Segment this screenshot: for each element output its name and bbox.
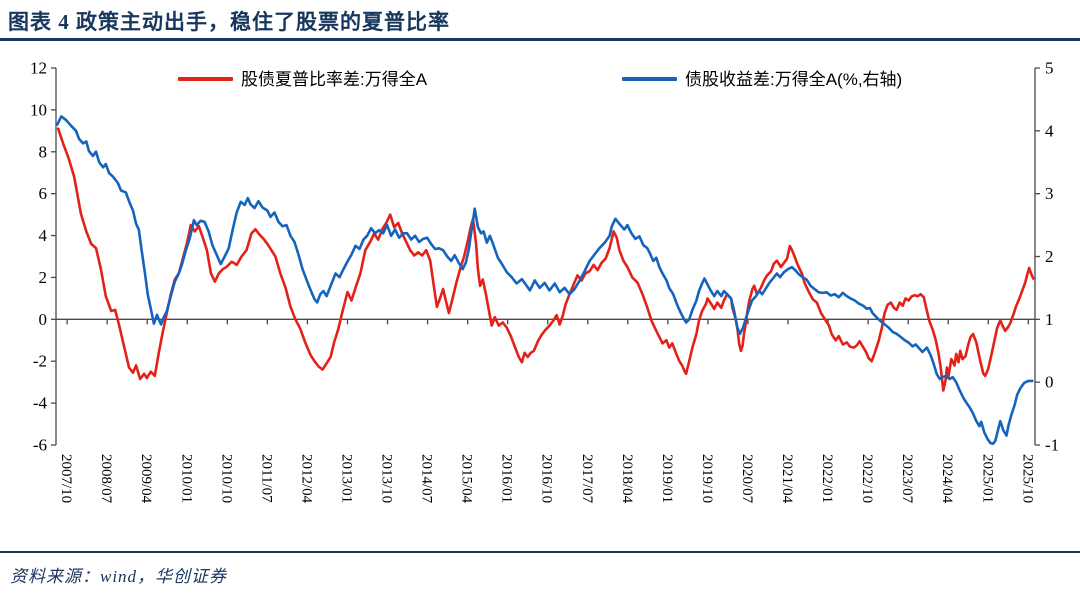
x-axis-tick-label: 2025/01	[979, 454, 995, 503]
red-line-swatch	[178, 76, 233, 82]
x-axis-tick-label: 2010/10	[218, 454, 234, 503]
right-axis-tick-label: 1	[1045, 310, 1054, 329]
left-axis-tick-label: 12	[30, 59, 47, 78]
left-axis-tick-label: -4	[33, 394, 48, 413]
x-axis-tick-label: 2016/10	[539, 454, 555, 503]
legend-item-sharpe-diff: 股债夏普比率差:万得全A	[178, 70, 427, 88]
right-axis-tick-label: 3	[1045, 184, 1054, 203]
figure-title: 图表 4 政策主动出手，稳住了股票的夏普比率	[8, 6, 450, 36]
right-axis-tick-label: 0	[1045, 373, 1054, 392]
x-axis-tick-label: 2016/01	[499, 454, 515, 503]
x-axis-tick-label: 2019/10	[699, 454, 715, 503]
source-note: 资料来源：wind，华创证券	[10, 567, 228, 586]
x-axis-tick-label: 2011/07	[258, 454, 274, 503]
sharpe-diff-series-line	[56, 127, 1035, 392]
footer-divider	[0, 551, 1080, 553]
x-axis-tick-label: 2025/10	[1019, 454, 1035, 503]
x-axis-tick-label: 2009/04	[138, 454, 154, 504]
x-axis-tick-label: 2021/04	[779, 454, 795, 504]
x-axis-tick-label: 2019/01	[659, 454, 675, 503]
x-axis-tick-label: 2022/10	[859, 454, 875, 503]
x-axis-tick-label: 2020/07	[739, 454, 755, 504]
left-axis-tick-label: 8	[39, 142, 48, 161]
left-axis-tick-label: 4	[39, 226, 48, 245]
left-axis-tick-label: 0	[39, 310, 48, 329]
legend-label-sharpe-diff: 股债夏普比率差:万得全A	[241, 69, 428, 89]
right-axis-tick-label: 4	[1045, 121, 1054, 140]
right-axis-tick-label: -1	[1045, 436, 1059, 455]
x-axis-tick-label: 2022/01	[819, 454, 835, 503]
x-axis-tick-label: 2010/01	[178, 454, 194, 503]
x-axis-tick-label: 2018/04	[619, 454, 635, 504]
x-axis-tick-label: 2013/10	[379, 454, 395, 503]
x-axis-tick-label: 2007/10	[58, 454, 74, 503]
x-axis-tick-label: 2012/04	[298, 454, 314, 504]
x-axis-tick-label: 2015/04	[459, 454, 475, 504]
x-axis-tick-label: 2014/07	[419, 454, 435, 504]
title-divider	[0, 38, 1080, 41]
x-axis-tick-label: 2008/07	[98, 454, 114, 504]
left-axis-tick-label: -2	[33, 352, 47, 371]
left-axis-tick-label: 10	[30, 100, 47, 119]
x-axis-tick-label: 2023/07	[899, 454, 915, 504]
x-axis-tick-label: 2024/04	[939, 454, 955, 504]
legend-item-yield-gap: 债股收益差:万得全A(%,右轴)	[622, 70, 902, 88]
x-axis-tick-label: 2017/07	[579, 454, 595, 504]
right-axis-tick-label: 2	[1045, 247, 1054, 266]
figure-title-text: 图表 4 政策主动出手，稳住了股票的夏普比率	[8, 10, 450, 34]
left-axis-tick-label: 2	[39, 268, 48, 287]
blue-line-swatch	[622, 76, 677, 82]
right-axis-tick-label: 5	[1045, 59, 1054, 78]
left-axis-tick-label: 6	[39, 184, 48, 203]
yield-gap-series-line	[55, 115, 1034, 446]
left-axis-tick-label: -6	[33, 436, 47, 455]
x-axis-tick-label: 2013/01	[338, 454, 354, 503]
legend-label-yield-gap: 债股收益差:万得全A(%,右轴)	[685, 69, 903, 89]
